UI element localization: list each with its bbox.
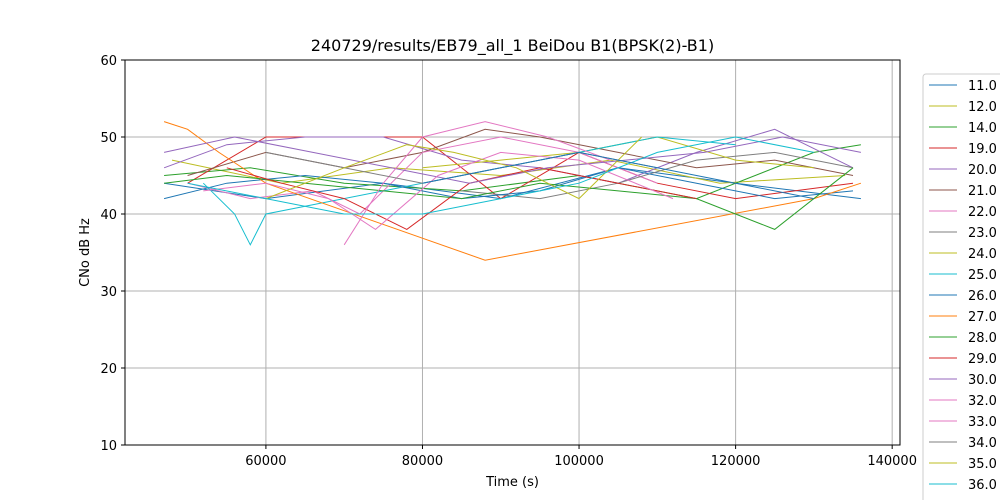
legend-label: 14.0 (968, 121, 997, 136)
axes-frame (124, 59, 901, 446)
legend-label: 35.0 (968, 457, 997, 472)
series-line-35.0 (265, 136, 643, 200)
legend-label: 20.0 (968, 163, 997, 178)
series-line-37.0 (422, 151, 814, 200)
legend-label: 36.0 (968, 478, 997, 493)
legend-label: 12.0 (968, 100, 997, 115)
series-line-19.0 (187, 136, 854, 200)
y-axis-label: CNo dB Hz (78, 218, 93, 287)
legend-label: 22.0 (968, 205, 997, 220)
legend-label: 27.0 (968, 310, 997, 325)
grid (125, 59, 900, 446)
x-tick-label: 80000 (402, 454, 443, 469)
legend-label: 19.0 (968, 142, 997, 157)
x-tick-label: 60000 (245, 454, 286, 469)
series-line-36.0 (187, 136, 814, 215)
legend: 11.0 12.0 14.0 19.0 20.0 21.0 22.0 23.0 24.0 25.0… (922, 73, 1000, 500)
series-line-30.0 (163, 136, 861, 184)
y-tick-label: 50 (100, 131, 117, 146)
series-line-25.0 (202, 136, 736, 246)
legend-label: 25.0 (968, 268, 997, 283)
series-layer (163, 121, 862, 261)
chart-title: 240729/results/EB79_all_1 BeiDou B1(BPSK… (311, 36, 714, 56)
x-tick-label: 100000 (554, 454, 604, 469)
series-line-14.0 (164, 144, 861, 200)
legend-label: 32.0 (968, 394, 997, 409)
legend-label: 21.0 (968, 184, 997, 199)
legend-label: 28.0 (968, 331, 997, 346)
legend-label: 26.0 (968, 289, 997, 304)
x-axis-label: Time (s) (485, 475, 539, 490)
legend-label: 34.0 (968, 436, 997, 451)
x-tick-label: 140000 (867, 454, 917, 469)
y-tick-label: 30 (100, 285, 117, 300)
legend-label: 11.0 (968, 79, 997, 94)
series-line-21.0 (187, 128, 854, 176)
ticks: 60000 80000 100000 120000 140000 10 20 30 40 50 60 (100, 54, 917, 469)
y-tick-label: 20 (100, 362, 117, 377)
series-line-32.0 (203, 151, 674, 231)
y-tick-label: 10 (100, 439, 117, 454)
series-line-28.0 (164, 167, 854, 230)
legend-label: 33.0 (968, 415, 997, 430)
legend-label: 30.0 (968, 373, 997, 388)
y-tick-label: 40 (100, 208, 117, 223)
legend-label: 24.0 (968, 247, 997, 262)
x-tick-label: 120000 (711, 454, 761, 469)
series-line-29.0 (226, 167, 697, 230)
legend-label: 23.0 (968, 226, 997, 241)
series-line-23.0 (461, 151, 854, 200)
legend-label: 29.0 (968, 352, 997, 367)
y-tick-label: 60 (100, 54, 117, 69)
series-line-33.0 (343, 121, 611, 246)
legend-box (922, 73, 1000, 500)
